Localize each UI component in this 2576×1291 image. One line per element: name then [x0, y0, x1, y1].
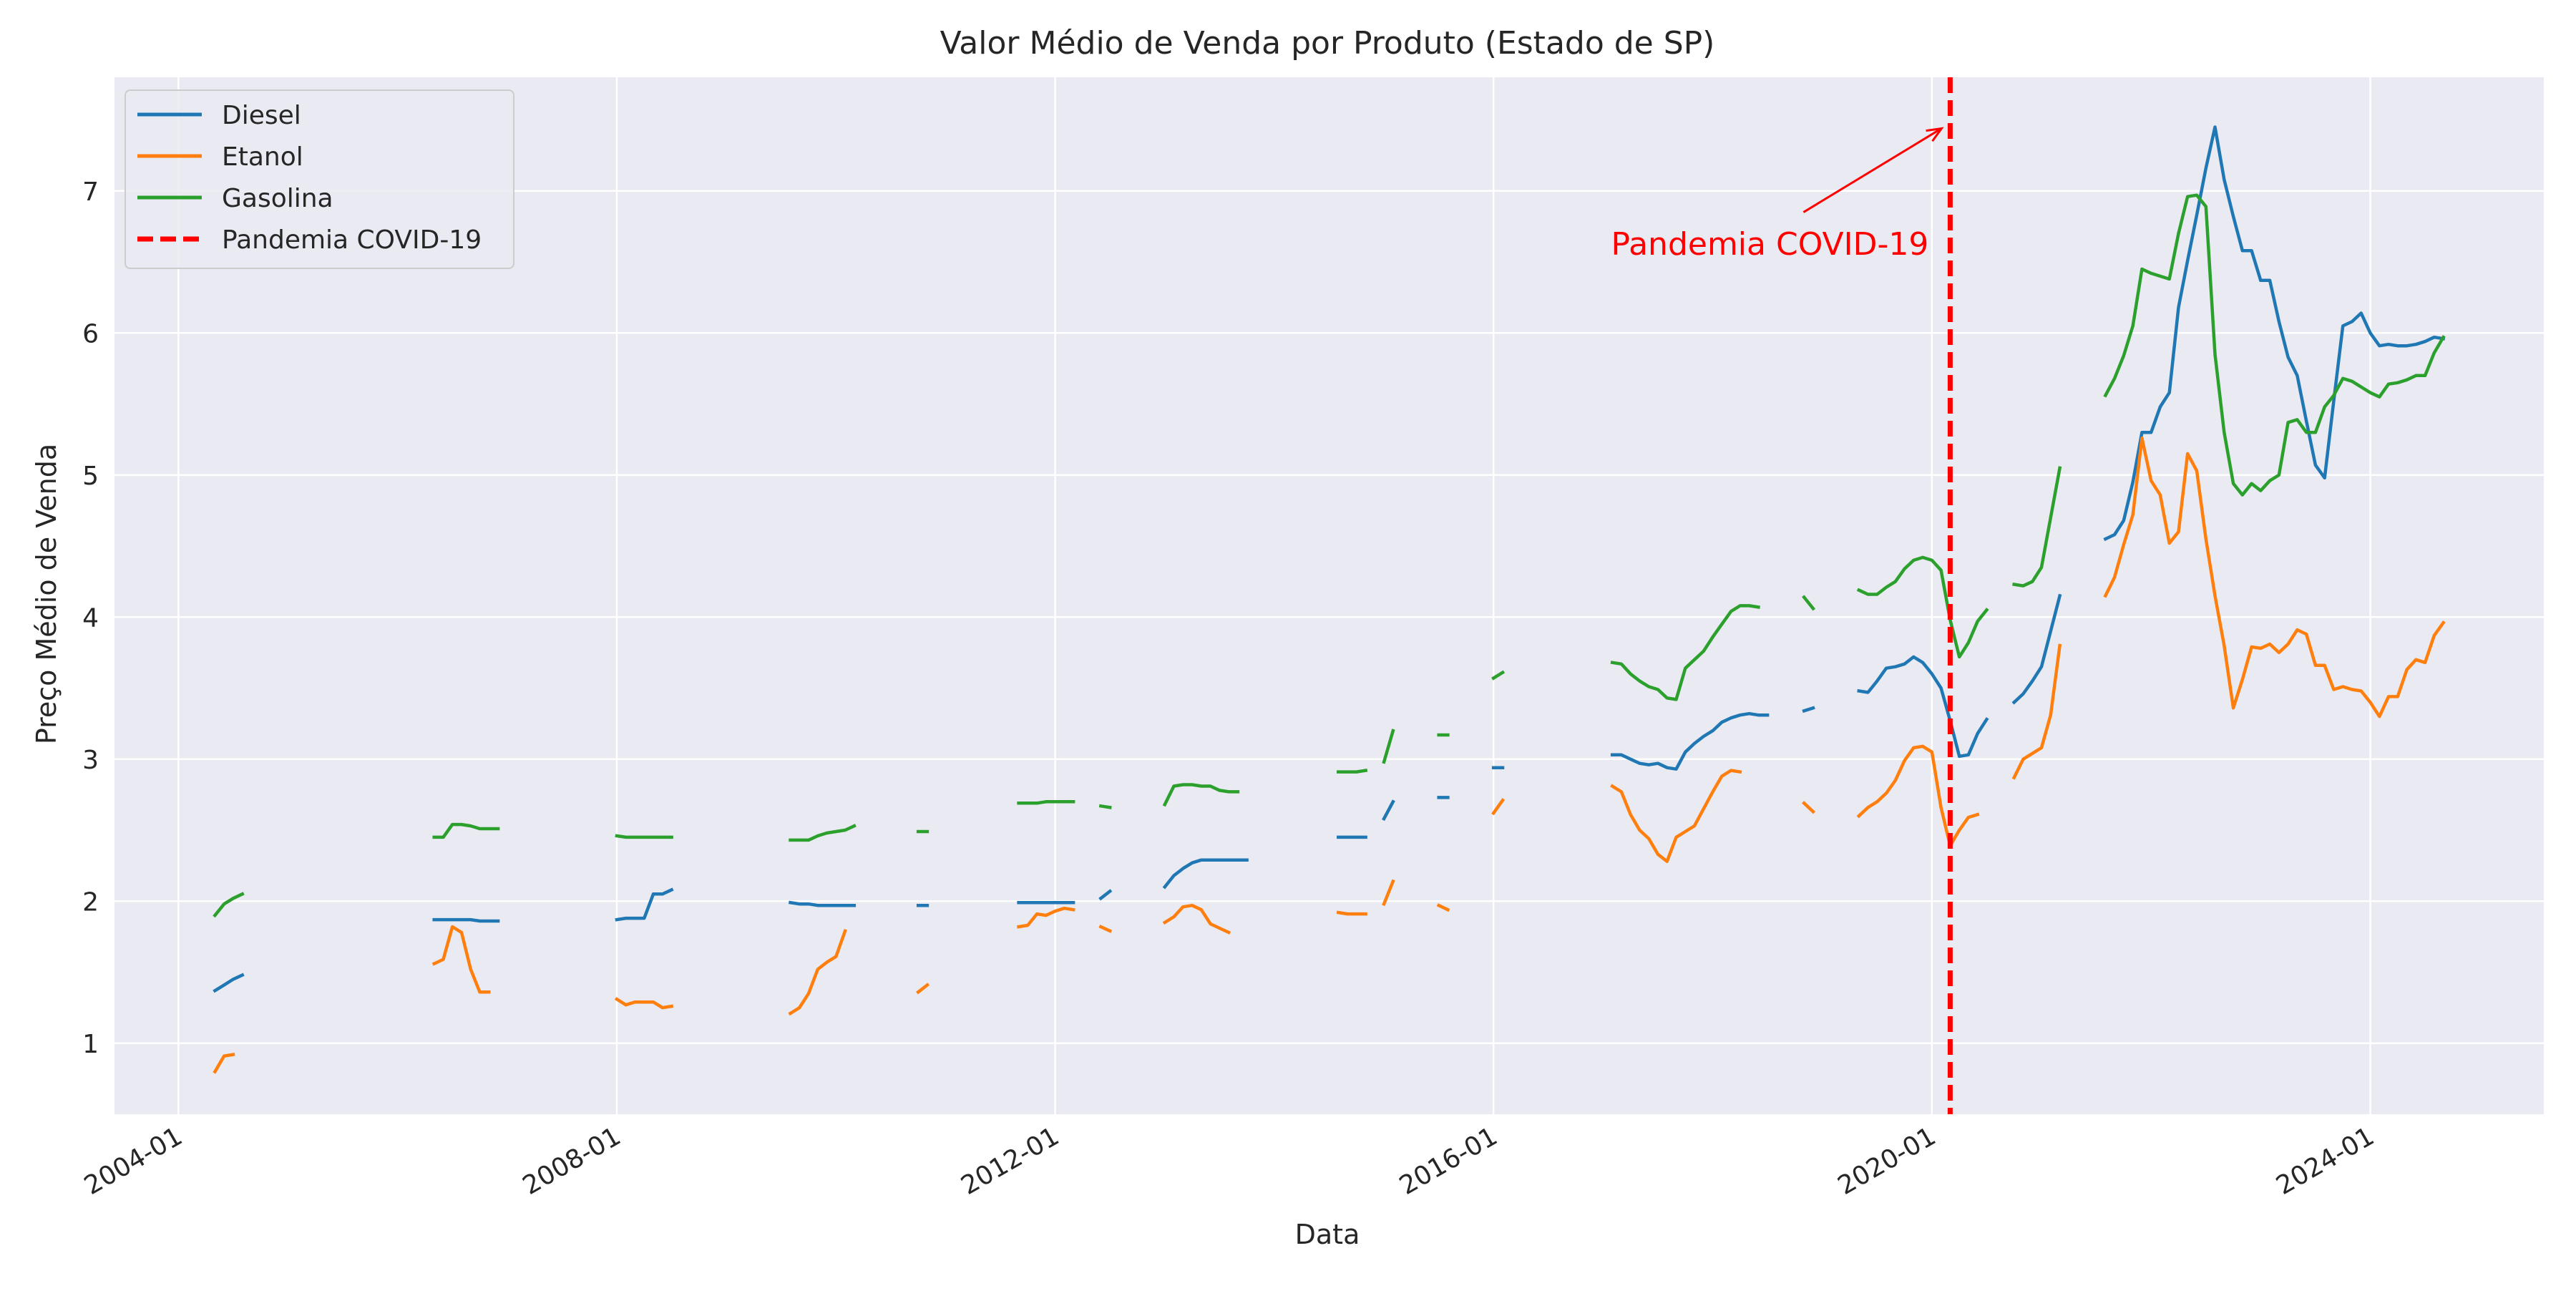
x-axis-label: Data	[1295, 1219, 1360, 1250]
grid-lines	[114, 77, 2544, 1114]
legend-item-pandemia-covid-19: Pandemia COVID-19	[137, 225, 482, 255]
diesel-line-segment	[1382, 799, 1395, 822]
etanol-line-segment	[614, 997, 674, 1010]
etanol-line-segment	[1802, 801, 1816, 814]
y-tick-label: 1	[82, 1030, 99, 1059]
etanol-line-segment	[1436, 903, 1450, 912]
gasolina-line-segment	[432, 822, 500, 839]
legend-label: Etanol	[222, 142, 303, 172]
etanol-line-segment	[2011, 643, 2062, 780]
etanol-line-segment	[1336, 910, 1367, 916]
etanol-line-segment	[1017, 906, 1075, 929]
legend-label: Pandemia COVID-19	[222, 225, 482, 255]
y-tick-label: 3	[82, 746, 99, 775]
gasolina-line-segment	[1610, 604, 1760, 701]
series-lines	[213, 125, 2446, 1074]
gasolina-line-segment	[1802, 595, 1816, 611]
legend-label: Diesel	[222, 101, 301, 130]
plot-area	[114, 77, 2544, 1114]
arrowhead-icon	[1926, 127, 1944, 142]
y-tick-label: 6	[82, 319, 99, 349]
chart-title: Valor Médio de Venda por Produto (Estado…	[940, 25, 1715, 62]
diesel-line-segment	[2011, 593, 2062, 705]
gasolina-line-segment	[1017, 800, 1075, 805]
y-tick-label: 7	[82, 177, 99, 207]
gasolina-line-segment	[1856, 555, 1989, 659]
gasolina-line-segment	[1162, 783, 1240, 807]
diesel-line-segment	[1610, 711, 1770, 771]
y-tick-label: 2	[82, 887, 99, 917]
legend-item-etanol: Etanol	[137, 142, 303, 172]
diesel-line-segment	[432, 917, 500, 923]
legend-box	[125, 89, 514, 269]
diesel-line-segment	[1857, 655, 1989, 759]
etanol-line-segment	[1610, 769, 1742, 863]
gasolina-line-segment	[213, 892, 245, 918]
series-diesel	[213, 125, 2446, 993]
etanol-line-segment	[1098, 925, 1113, 933]
y-tick-label: 5	[82, 462, 99, 491]
etanol-line-segment	[788, 929, 847, 1016]
etanol-line-segment	[916, 983, 930, 995]
etanol-line-segment	[1856, 744, 1980, 848]
gasolina-line-segment	[1098, 804, 1112, 809]
series-etanol	[213, 436, 2446, 1074]
diesel-line-segment	[1802, 706, 1815, 713]
diesel-line-segment	[213, 973, 245, 993]
y-axis: 1 2 3 4 5 6 7	[82, 177, 99, 1059]
diesel-line-segment	[1098, 889, 1113, 901]
etanol-line-segment	[1382, 879, 1395, 907]
etanol-line-segment	[2103, 436, 2446, 718]
diesel-line-segment	[788, 900, 857, 907]
diesel-line-segment	[615, 887, 674, 922]
gasolina-line-segment	[1382, 729, 1395, 764]
gasolina-line-segment	[2012, 466, 2062, 588]
gasolina-line-segment	[1337, 769, 1368, 774]
etanol-line-segment	[1491, 798, 1506, 816]
diesel-line-segment	[2103, 125, 2446, 542]
y-tick-label: 4	[82, 603, 99, 633]
legend-item-gasolina: Gasolina	[137, 184, 333, 213]
gasolina-line-segment	[2103, 193, 2446, 497]
legend-label: Gasolina	[222, 184, 333, 213]
etanol-line-segment	[431, 925, 491, 994]
y-axis-label: Preço Médio de Venda	[31, 444, 62, 744]
gasolina-line-segment	[1491, 670, 1506, 681]
legend-item-diesel: Diesel	[137, 101, 301, 130]
series-gasolina	[213, 193, 2446, 918]
legend: Diesel Etanol Gasolina Pandemia COVID-19	[125, 89, 514, 269]
diesel-line-segment	[1162, 858, 1249, 890]
gasolina-line-segment	[615, 834, 673, 839]
covid-annotation-arrow	[1802, 127, 1943, 213]
etanol-line-segment	[213, 1053, 235, 1074]
covid-annotation-text: Pandemia COVID-19	[1611, 226, 1929, 263]
gasolina-line-segment	[789, 824, 857, 842]
etanol-line-segment	[1162, 903, 1231, 935]
covid-marker: Pandemia COVID-19	[1611, 77, 1953, 1114]
